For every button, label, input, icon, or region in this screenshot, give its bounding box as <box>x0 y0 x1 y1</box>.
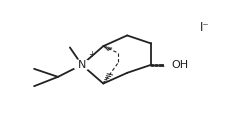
Text: OH: OH <box>171 60 188 70</box>
Text: +: + <box>89 50 95 59</box>
Circle shape <box>73 60 91 70</box>
Text: N: N <box>78 60 86 70</box>
Circle shape <box>165 60 184 70</box>
Text: I⁻: I⁻ <box>200 21 210 34</box>
